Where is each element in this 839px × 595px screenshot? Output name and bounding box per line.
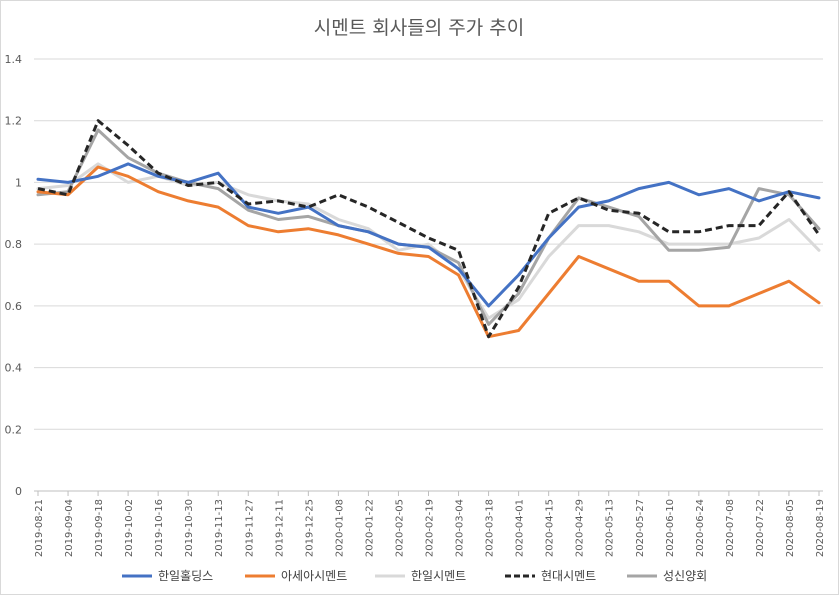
y-tick-label: 0.8 — [5, 238, 23, 251]
x-tick-label: 2020-08-05 — [785, 499, 796, 557]
x-tick-label: 2020-02-19 — [425, 499, 436, 557]
legend-label: 성신양회 — [663, 569, 707, 583]
y-tick-label: 0.2 — [5, 423, 23, 436]
chart-title: 시멘트 회사들의 주가 추이 — [314, 17, 524, 39]
series-line-2 — [36, 162, 821, 320]
x-tick-label: 2020-01-22 — [364, 499, 375, 557]
legend-label: 한일시멘트 — [411, 569, 466, 583]
x-tick-label: 2020-04-01 — [515, 499, 526, 557]
legend-label: 아세아시멘트 — [281, 569, 347, 583]
x-tick-label: 2020-07-08 — [725, 499, 736, 557]
series-line-3 — [37, 119, 821, 339]
y-tick-label: 1.4 — [5, 53, 23, 66]
x-tick-label: 2019-08-21 — [34, 499, 45, 557]
grid-lines — [34, 58, 823, 492]
legend-label: 현대시멘트 — [541, 569, 596, 583]
x-tick-label: 2020-04-29 — [575, 499, 586, 557]
x-tick-label: 2020-07-22 — [755, 499, 766, 557]
x-tick-label: 2019-12-25 — [304, 499, 315, 557]
x-tick-label: 2020-04-15 — [545, 499, 556, 557]
x-tick-label: 2019-09-18 — [94, 499, 105, 557]
x-tick-label: 2020-03-04 — [455, 499, 466, 557]
y-tick-label: 1.2 — [5, 115, 23, 128]
x-tick-label: 2019-11-27 — [244, 499, 255, 557]
series-line-4 — [36, 128, 821, 326]
x-tick-label: 2019-10-02 — [124, 499, 135, 557]
x-axis: 2019-08-21 2019-09-04 2019-09-18 2019-10-02… — [34, 491, 826, 557]
plot-area — [36, 119, 821, 339]
y-tick-label: 0 — [15, 485, 22, 498]
series-line-0 — [36, 162, 821, 308]
y-axis: 0 0.2 0.4 0.6 0.8 1 1.2 1.4 — [5, 53, 23, 498]
y-tick-label: 1 — [15, 176, 22, 189]
series-line-1 — [36, 165, 821, 339]
x-tick-label: 2020-06-24 — [695, 499, 706, 557]
x-tick-label: 2020-06-10 — [665, 499, 676, 557]
x-tick-label: 2019-10-30 — [184, 499, 195, 557]
x-tick-label: 2020-01-08 — [334, 499, 345, 557]
x-tick-label: 2020-03-18 — [485, 499, 496, 557]
x-tick-label: 2019-09-04 — [64, 499, 75, 557]
x-tick-label: 2020-02-05 — [394, 499, 405, 557]
legend: 한일홀딩스 아세아시멘트 한일시멘트 현대시멘트 성신양회 — [122, 569, 707, 583]
x-tick-label: 2020-08-19 — [815, 499, 826, 557]
legend-label: 한일홀딩스 — [158, 569, 213, 583]
y-tick-label: 0.4 — [5, 362, 23, 375]
x-tick-label: 2019-10-16 — [154, 499, 165, 557]
x-tick-label: 2020-05-13 — [605, 499, 616, 557]
x-tick-label: 2019-12-11 — [274, 499, 285, 557]
x-tick-label: 2019-11-13 — [214, 499, 225, 557]
x-tick-label: 2020-05-27 — [635, 499, 646, 557]
y-tick-label: 0.6 — [5, 300, 23, 313]
